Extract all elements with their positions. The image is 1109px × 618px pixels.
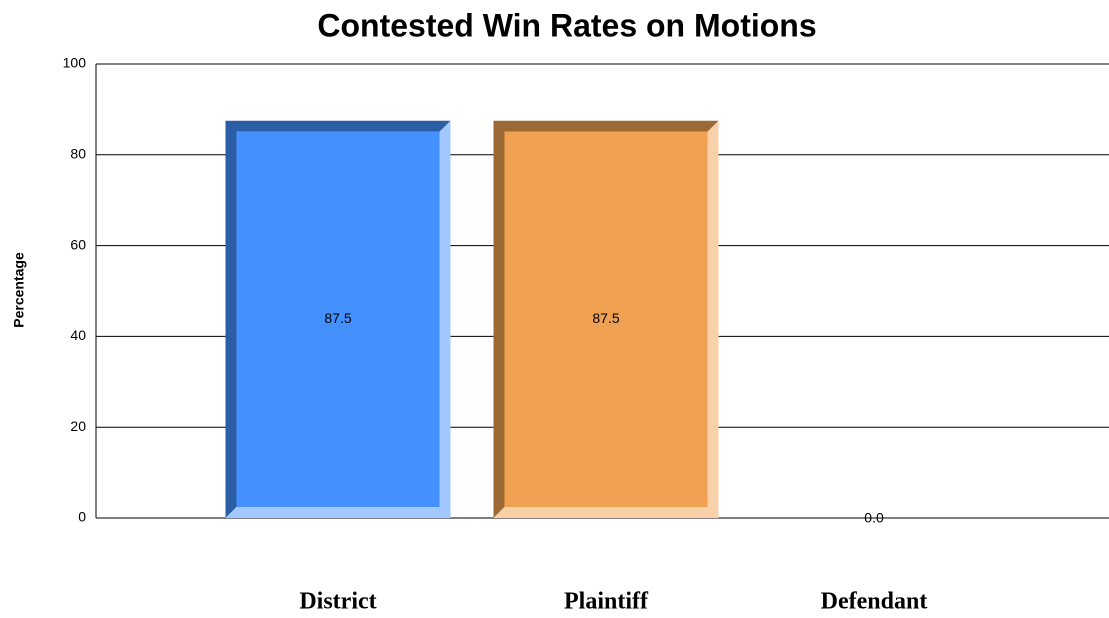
y-tick-label: 100	[63, 55, 87, 71]
value-label: 87.5	[592, 310, 619, 326]
y-tick-label: 0	[78, 509, 86, 525]
value-label: 87.5	[324, 310, 351, 326]
y-tick-label: 20	[70, 418, 86, 434]
y-tick-label: 80	[70, 146, 86, 162]
chart-title: Contested Win Rates on Motions	[317, 7, 816, 43]
x-tick-label: Plaintiff	[564, 589, 649, 615]
value-label: 0.0	[864, 510, 884, 526]
y-tick-label: 60	[70, 236, 86, 252]
bar	[236, 131, 440, 507]
y-axis-label: Percentage	[11, 252, 27, 328]
x-tick-label: District	[299, 589, 376, 615]
bar	[504, 131, 708, 507]
x-tick-label: Defendant	[821, 589, 928, 615]
y-tick-label: 40	[70, 327, 86, 343]
